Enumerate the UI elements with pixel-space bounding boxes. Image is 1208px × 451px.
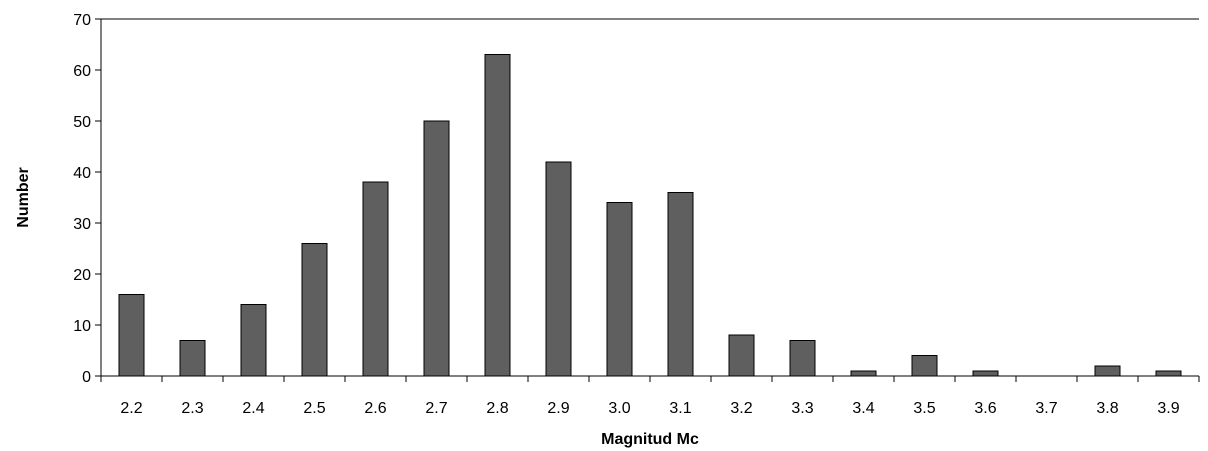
bar-3.8 xyxy=(1094,365,1121,377)
bar-3.0 xyxy=(606,202,633,377)
y-axis-title: Number xyxy=(15,167,32,227)
bar-3.1 xyxy=(667,191,694,377)
x-tick-label: 3.1 xyxy=(669,400,691,417)
y-tick-label: 0 xyxy=(82,369,91,386)
bar-3.4 xyxy=(850,370,877,377)
bar-2.4 xyxy=(240,304,267,377)
x-tick-label: 2.2 xyxy=(120,400,142,417)
x-tick-label: 2.8 xyxy=(486,400,508,417)
x-tick-label: 3.0 xyxy=(608,400,630,417)
x-tick-label: 2.5 xyxy=(303,400,325,417)
y-tick-label: 40 xyxy=(73,165,91,182)
y-tick-label: 20 xyxy=(73,267,91,284)
bar-3.5 xyxy=(911,355,938,377)
x-tick-label: 2.7 xyxy=(425,400,447,417)
y-tick-label: 60 xyxy=(73,63,91,80)
x-tick-label: 3.2 xyxy=(730,400,752,417)
x-tick-label: 2.6 xyxy=(364,400,386,417)
y-tick-label: 30 xyxy=(73,216,91,233)
bar-2.5 xyxy=(301,242,328,377)
bar-3.2 xyxy=(728,334,755,377)
bar-3.3 xyxy=(789,339,816,377)
x-axis-ticks: 2.2 2.3 2.4 2.5 2.6 2.7 2.8 2.9 3.0 3.1 3.2 3.3 3.4 3… xyxy=(100,376,1200,417)
x-tick-label: 3.4 xyxy=(852,400,874,417)
y-axis-ticks: 0 10 20 30 40 50 60 70 xyxy=(73,12,101,386)
bar-3.6 xyxy=(972,370,999,377)
bar-3.9 xyxy=(1155,370,1182,377)
bar-2.3 xyxy=(179,339,206,377)
bar-2.8 xyxy=(484,54,511,377)
x-axis-title: Magnitud Mc xyxy=(601,431,699,448)
x-tick-label: 3.6 xyxy=(974,400,996,417)
bars xyxy=(118,54,1182,377)
x-tick-label: 2.3 xyxy=(181,400,203,417)
bar-2.9 xyxy=(545,161,572,377)
y-tick-label: 10 xyxy=(73,318,91,335)
x-tick-label: 3.8 xyxy=(1096,400,1118,417)
x-tick-label: 3.7 xyxy=(1035,400,1057,417)
x-tick-label: 2.9 xyxy=(547,400,569,417)
y-tick-label: 50 xyxy=(73,114,91,131)
y-tick-label: 70 xyxy=(73,12,91,29)
x-tick-label: 3.3 xyxy=(791,400,813,417)
bar-2.6 xyxy=(362,181,389,377)
x-tick-label: 3.9 xyxy=(1157,400,1179,417)
bar-2.2 xyxy=(118,293,145,377)
x-tick-label: 3.5 xyxy=(913,400,935,417)
x-tick-label: 2.4 xyxy=(242,400,264,417)
bar-2.7 xyxy=(423,120,450,377)
